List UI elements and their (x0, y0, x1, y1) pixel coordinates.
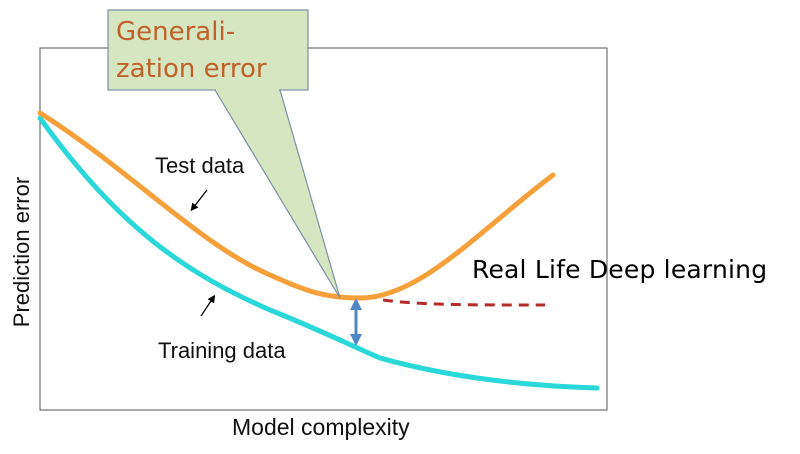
plot-frame (39, 47, 608, 411)
test-data-label: Test data (155, 153, 245, 178)
callout-pointer (213, 89, 341, 299)
real-life-deep-learning-curve (382, 298, 546, 307)
y-axis-label: Prediction error (9, 176, 34, 328)
test-data-curve (37, 110, 556, 301)
pointer-arrow-icon (200, 294, 216, 317)
double-arrow-icon (350, 298, 362, 346)
callout-line-2: zation error (116, 54, 267, 84)
callout-box (107, 9, 309, 91)
pointer-arrow-icon (190, 189, 208, 212)
training-data-label: Training data (158, 338, 286, 363)
real-life-label: Real Life Deep learning (472, 255, 768, 284)
callout-line-1: Generali- (116, 17, 236, 47)
x-axis-label: Model complexity (232, 414, 410, 440)
training-data-curve (37, 115, 600, 391)
callout-text: Generali- zation error (116, 14, 306, 88)
